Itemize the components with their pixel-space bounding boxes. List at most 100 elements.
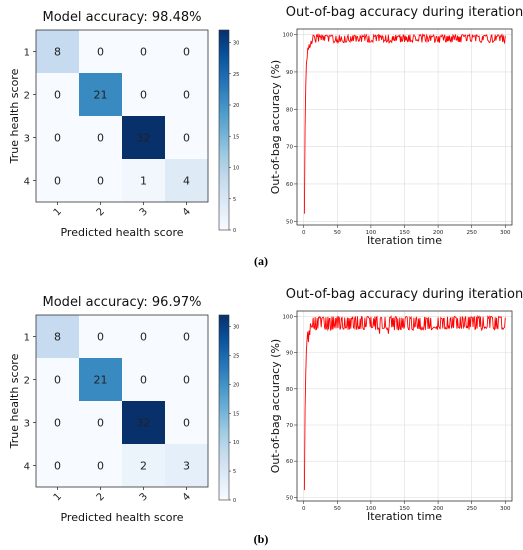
colorbar-tick-label: 5 <box>233 197 236 203</box>
cell-value: 8 <box>54 46 61 59</box>
colorbar: 0 5 10 15 20 25 30 <box>218 314 239 504</box>
colorbar-bar <box>218 314 230 501</box>
matrix-cell <box>36 73 80 117</box>
matrix-cell <box>79 444 123 488</box>
matrix-cell <box>165 159 209 203</box>
cell-value: 21 <box>94 374 108 387</box>
cell-value: 0 <box>140 331 147 344</box>
y-axis-label: Out-of-bag accuracy (%) <box>269 339 282 473</box>
oob-chart: Out-of-bag accuracy during iteration 0 50 1… <box>269 5 523 247</box>
colorbar-tick-label: 30 <box>233 325 239 331</box>
x-tick-label: 3 <box>138 491 150 503</box>
matrix-cell <box>36 159 80 203</box>
x-tick-label: 3 <box>138 206 150 218</box>
plot-frame <box>296 28 513 226</box>
cell-value: 2 <box>140 460 147 473</box>
matrix-frame <box>35 314 209 488</box>
y-tick-label: 3 <box>24 419 30 430</box>
panel-b: Model accuracy: 96.97%8 0 0 00 21 0 00 0 32 00 0 2 3… <box>8 287 523 546</box>
cell-value: 0 <box>140 46 147 59</box>
colorbar-tick-label: 5 <box>233 469 236 475</box>
x-tick-label: 150 <box>399 230 410 236</box>
colorbar-bar <box>218 29 230 231</box>
matrix-cell <box>165 401 209 445</box>
x-tick-label: 4 <box>181 491 193 503</box>
matrix-cell <box>79 30 123 74</box>
oob-accuracy-line <box>303 314 506 491</box>
cell-value: 0 <box>54 89 61 102</box>
matrix-cell <box>79 315 123 359</box>
cell-value: 0 <box>140 374 147 387</box>
x-tick-label: 300 <box>500 506 511 512</box>
cell-value: 0 <box>97 331 104 344</box>
x-tick-label: 50 <box>334 506 341 512</box>
matrix-cell <box>122 30 166 74</box>
colorbar-tick-label: 10 <box>233 440 239 446</box>
matrix-cell <box>36 358 80 402</box>
y-tick-label: 70 <box>286 145 293 151</box>
x-tick-label: 1 <box>52 206 64 218</box>
cell-value: 8 <box>54 331 61 344</box>
matrix-cell <box>165 30 209 74</box>
matrix-cell <box>165 315 209 359</box>
y-tick-label: 90 <box>286 351 293 357</box>
oob-title: Out-of-bag accuracy during iteration <box>286 287 523 302</box>
x-tick-label: 50 <box>334 230 341 236</box>
y-tick-label: 50 <box>286 495 293 501</box>
y-axis-label: True health score <box>8 353 21 449</box>
y-tick-label: 60 <box>286 182 293 188</box>
panel-label: (a) <box>254 254 268 268</box>
matrix-cell <box>165 358 209 402</box>
matrix-cell <box>165 73 209 117</box>
matrix-cell <box>79 401 123 445</box>
colorbar-tick-label: 10 <box>233 166 239 172</box>
cell-value: 0 <box>183 46 190 59</box>
matrix-cell <box>36 30 80 74</box>
x-tick-label: 250 <box>466 230 477 236</box>
colorbar-tick-label: 0 <box>233 498 236 504</box>
matrix-cell <box>36 444 80 488</box>
y-tick-label: 90 <box>286 70 293 76</box>
y-tick-label: 2 <box>24 376 30 387</box>
x-tick-label: 300 <box>500 230 511 236</box>
x-tick-label: 100 <box>366 506 377 512</box>
colorbar-tick-label: 25 <box>233 353 239 359</box>
x-tick-label: 100 <box>366 230 377 236</box>
matrix-cell <box>122 159 166 203</box>
cell-value: 0 <box>183 89 190 102</box>
cell-value: 0 <box>54 175 61 188</box>
confusion-title: Model accuracy: 96.97% <box>43 295 202 310</box>
matrix-cell <box>79 116 123 160</box>
oob-title: Out-of-bag accuracy during iteration <box>286 5 523 20</box>
x-tick-label: 0 <box>302 506 306 512</box>
y-axis-label: True health score <box>8 68 21 164</box>
colorbar-tick-label: 0 <box>233 228 236 234</box>
x-tick-label: 150 <box>399 506 410 512</box>
matrix-cell <box>122 444 166 488</box>
cell-value: 0 <box>97 417 104 430</box>
y-tick-label: 70 <box>286 423 293 429</box>
x-tick-label: 0 <box>302 230 306 236</box>
x-tick-label: 1 <box>52 491 64 503</box>
confusion-title: Model accuracy: 98.48% <box>43 10 202 25</box>
colorbar-tick-label: 15 <box>233 411 239 417</box>
x-tick-label: 2 <box>95 491 107 503</box>
cell-value: 0 <box>140 89 147 102</box>
cell-value: 0 <box>97 460 104 473</box>
y-tick-label: 50 <box>286 219 293 225</box>
matrix-cell <box>79 159 123 203</box>
y-tick-label: 1 <box>24 48 30 59</box>
confusion-matrix: Model accuracy: 96.97%8 0 0 00 21 0 00 0 32 00 0 2 3… <box>8 295 209 524</box>
y-tick-label: 100 <box>283 314 294 320</box>
oob-chart: Out-of-bag accuracy during iteration 0 50 1… <box>269 287 523 523</box>
matrix-cell <box>122 401 166 445</box>
colorbar-tick-label: 30 <box>233 41 239 47</box>
y-tick-label: 80 <box>286 107 293 113</box>
colorbar-tick-label: 20 <box>233 382 239 388</box>
x-tick-label: 2 <box>95 206 107 218</box>
cell-value: 0 <box>97 46 104 59</box>
cell-value: 4 <box>183 175 190 188</box>
confusion-matrix: Model accuracy: 98.48%8 0 0 00 21 0 00 0 32 00 0 1 4… <box>8 10 209 239</box>
colorbar-tick-label: 25 <box>233 72 239 78</box>
